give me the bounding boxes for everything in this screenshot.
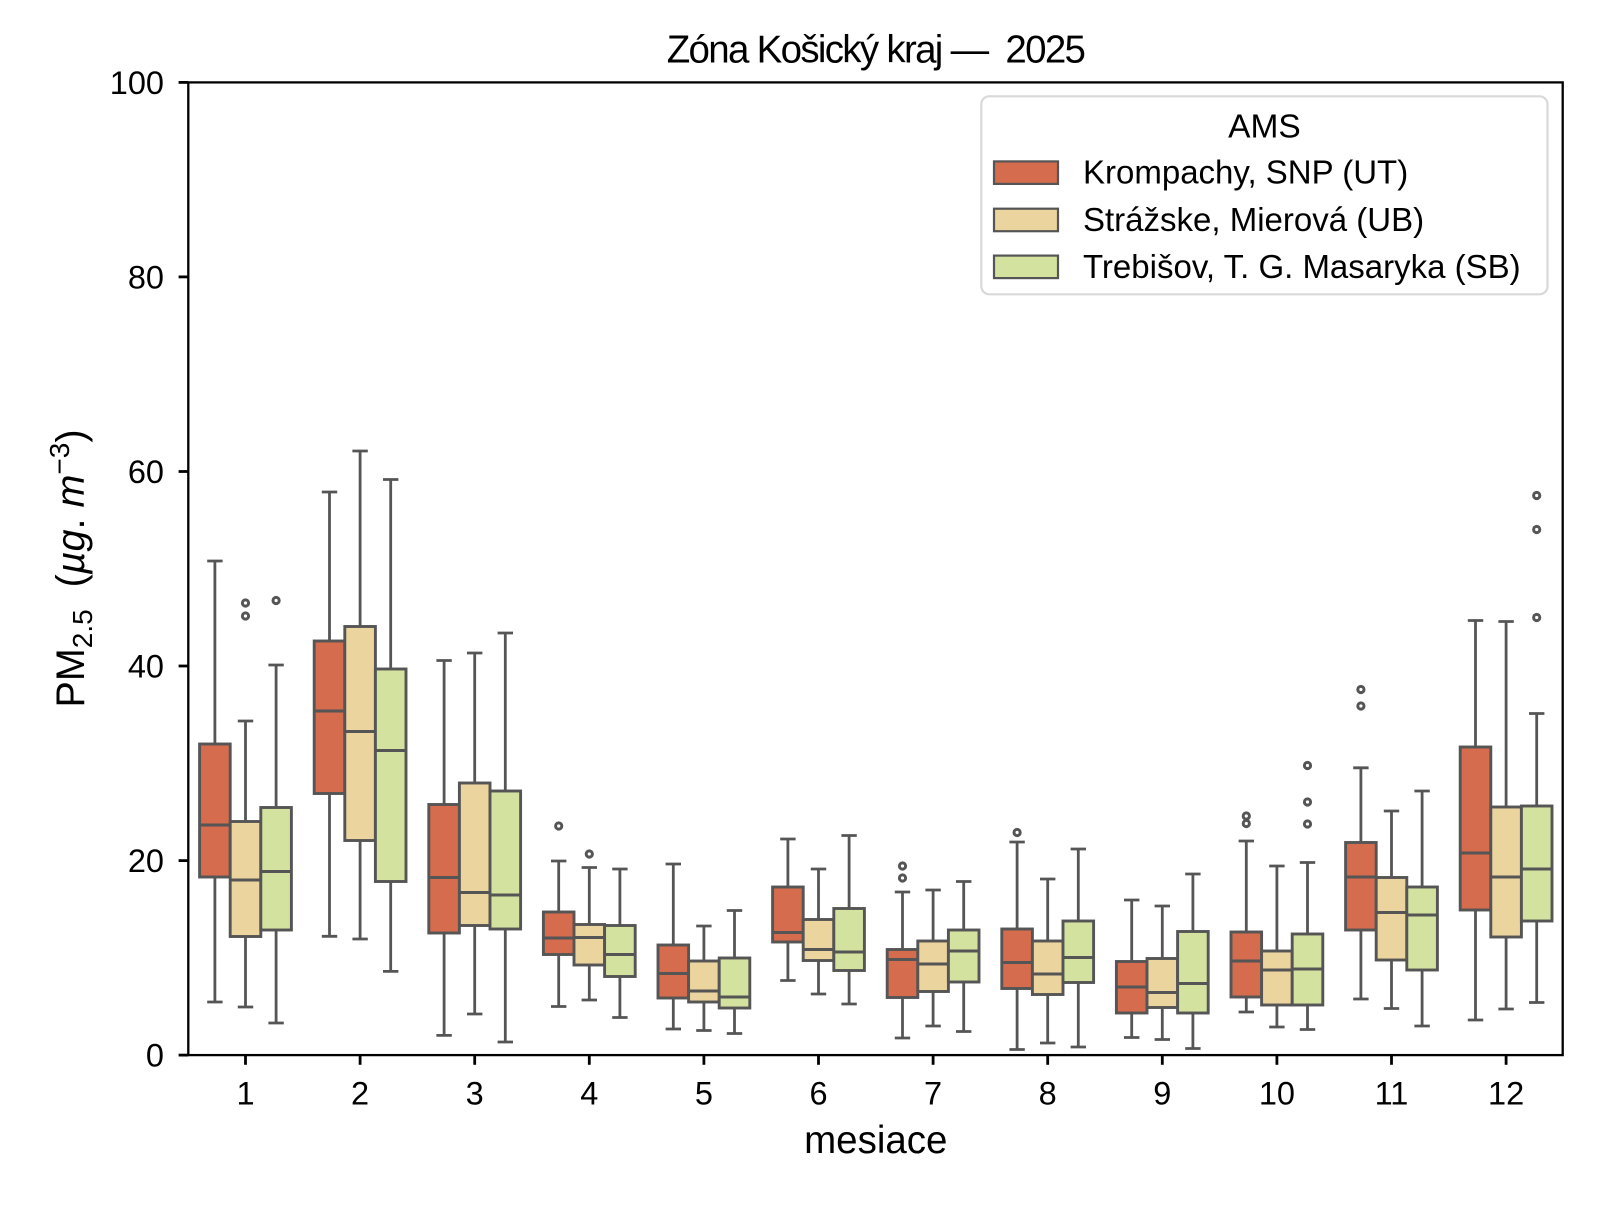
svg-text:0: 0 xyxy=(146,1038,164,1074)
svg-text:7: 7 xyxy=(924,1076,942,1112)
svg-text:Strážske, Mierová (UB): Strážske, Mierová (UB) xyxy=(1083,201,1424,238)
svg-text:80: 80 xyxy=(128,259,164,295)
svg-text:100: 100 xyxy=(110,65,164,101)
svg-text:12: 12 xyxy=(1488,1076,1524,1112)
svg-text:Krompachy, SNP (UT): Krompachy, SNP (UT) xyxy=(1083,154,1408,191)
svg-text:2: 2 xyxy=(351,1076,369,1112)
svg-text:10: 10 xyxy=(1259,1076,1295,1112)
svg-text:Zóna Košický kraj — 2025: Zóna Košický kraj — 2025 xyxy=(667,29,1085,72)
svg-text:6: 6 xyxy=(809,1076,827,1112)
svg-text:1: 1 xyxy=(236,1076,254,1112)
svg-text:PM2.5 (µg. m−3): PM2.5 (µg. m−3) xyxy=(44,430,98,708)
svg-text:20: 20 xyxy=(128,843,164,879)
svg-text:40: 40 xyxy=(128,649,164,685)
svg-text:4: 4 xyxy=(580,1076,598,1112)
svg-text:8: 8 xyxy=(1039,1076,1057,1112)
svg-text:9: 9 xyxy=(1153,1076,1171,1112)
svg-text:5: 5 xyxy=(695,1076,713,1112)
svg-text:3: 3 xyxy=(466,1076,484,1112)
svg-text:11: 11 xyxy=(1375,1076,1409,1112)
svg-text:60: 60 xyxy=(128,454,164,490)
svg-text:mesiace: mesiace xyxy=(804,1119,947,1162)
svg-text:AMS: AMS xyxy=(1228,108,1301,145)
svg-text:Trebišov, T. G. Masaryka (SB): Trebišov, T. G. Masaryka (SB) xyxy=(1083,248,1521,285)
